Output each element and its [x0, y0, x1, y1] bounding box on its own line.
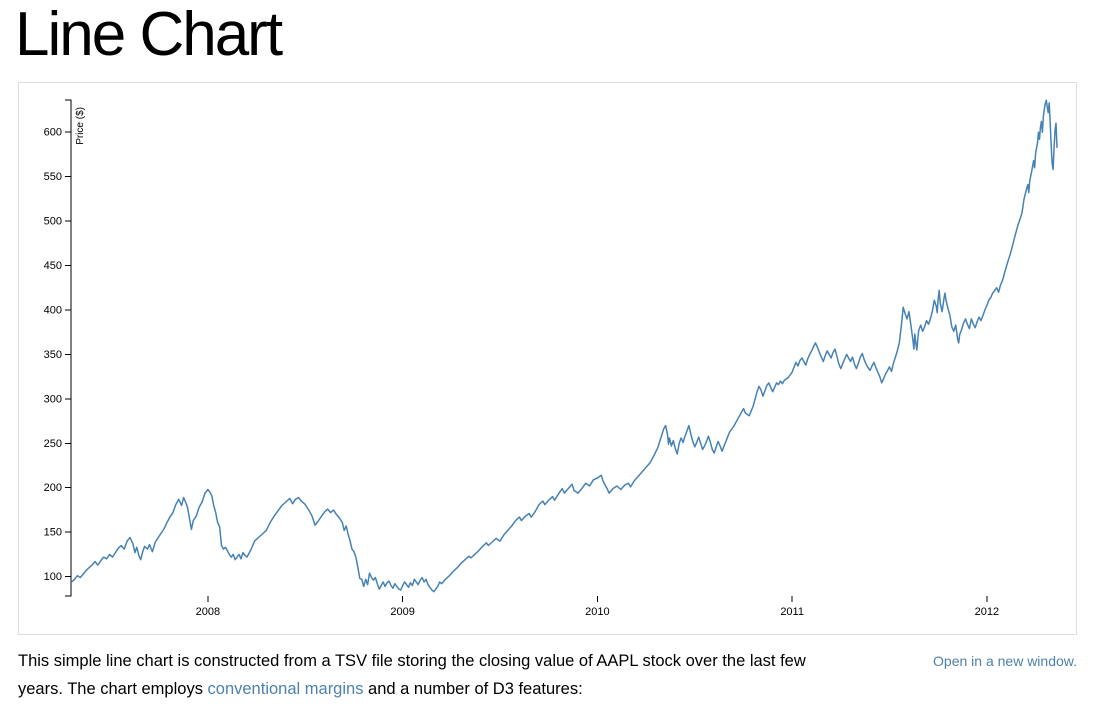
y-axis: 100 150 200 250 300 350 400 450 500 550 600 Price (…	[44, 99, 86, 597]
y-tick-label: 550	[44, 171, 62, 183]
open-in-new-window-link[interactable]: Open in a new window.	[933, 653, 1077, 669]
x-tick-label: 2008	[196, 606, 220, 618]
line-chart: 100 150 200 250 300 350 400 450 500 550 600 Price (…	[44, 99, 1058, 618]
x-tick-label: 2010	[585, 606, 609, 618]
y-tick-label: 250	[44, 438, 62, 450]
y-tick-label: 450	[44, 260, 62, 272]
y-tick-label: 350	[44, 349, 62, 361]
y-tick-label: 600	[44, 127, 62, 139]
y-tick-label: 400	[44, 304, 62, 316]
conventional-margins-link[interactable]: conventional margins	[207, 680, 364, 699]
description-text: This simple line chart is constructed fr…	[18, 647, 830, 703]
y-axis-domain	[65, 99, 72, 597]
chart-frame: 100 150 200 250 300 350 400 450 500 550 600 Price (…	[18, 82, 1077, 635]
x-tick-label: 2012	[975, 606, 999, 618]
x-tick-label: 2009	[390, 606, 414, 618]
footer: This simple line chart is constructed fr…	[18, 647, 1077, 703]
y-tick-label: 150	[44, 527, 62, 539]
y-tick-label: 300	[44, 393, 62, 405]
y-tick-label: 500	[44, 216, 62, 228]
y-tick-label: 200	[44, 482, 62, 494]
page-title: Line Chart	[15, 0, 283, 69]
y-tick-label: 100	[44, 571, 62, 583]
y-axis-title: Price ($)	[75, 107, 86, 145]
price-line	[70, 99, 1058, 593]
x-axis: 2008 2009 2010 2011 2012	[196, 596, 999, 618]
description-after-link: and a number of D3 features:	[363, 680, 583, 699]
description-before-link: This simple line chart is constructed fr…	[18, 652, 806, 699]
x-tick-label: 2011	[780, 606, 804, 618]
